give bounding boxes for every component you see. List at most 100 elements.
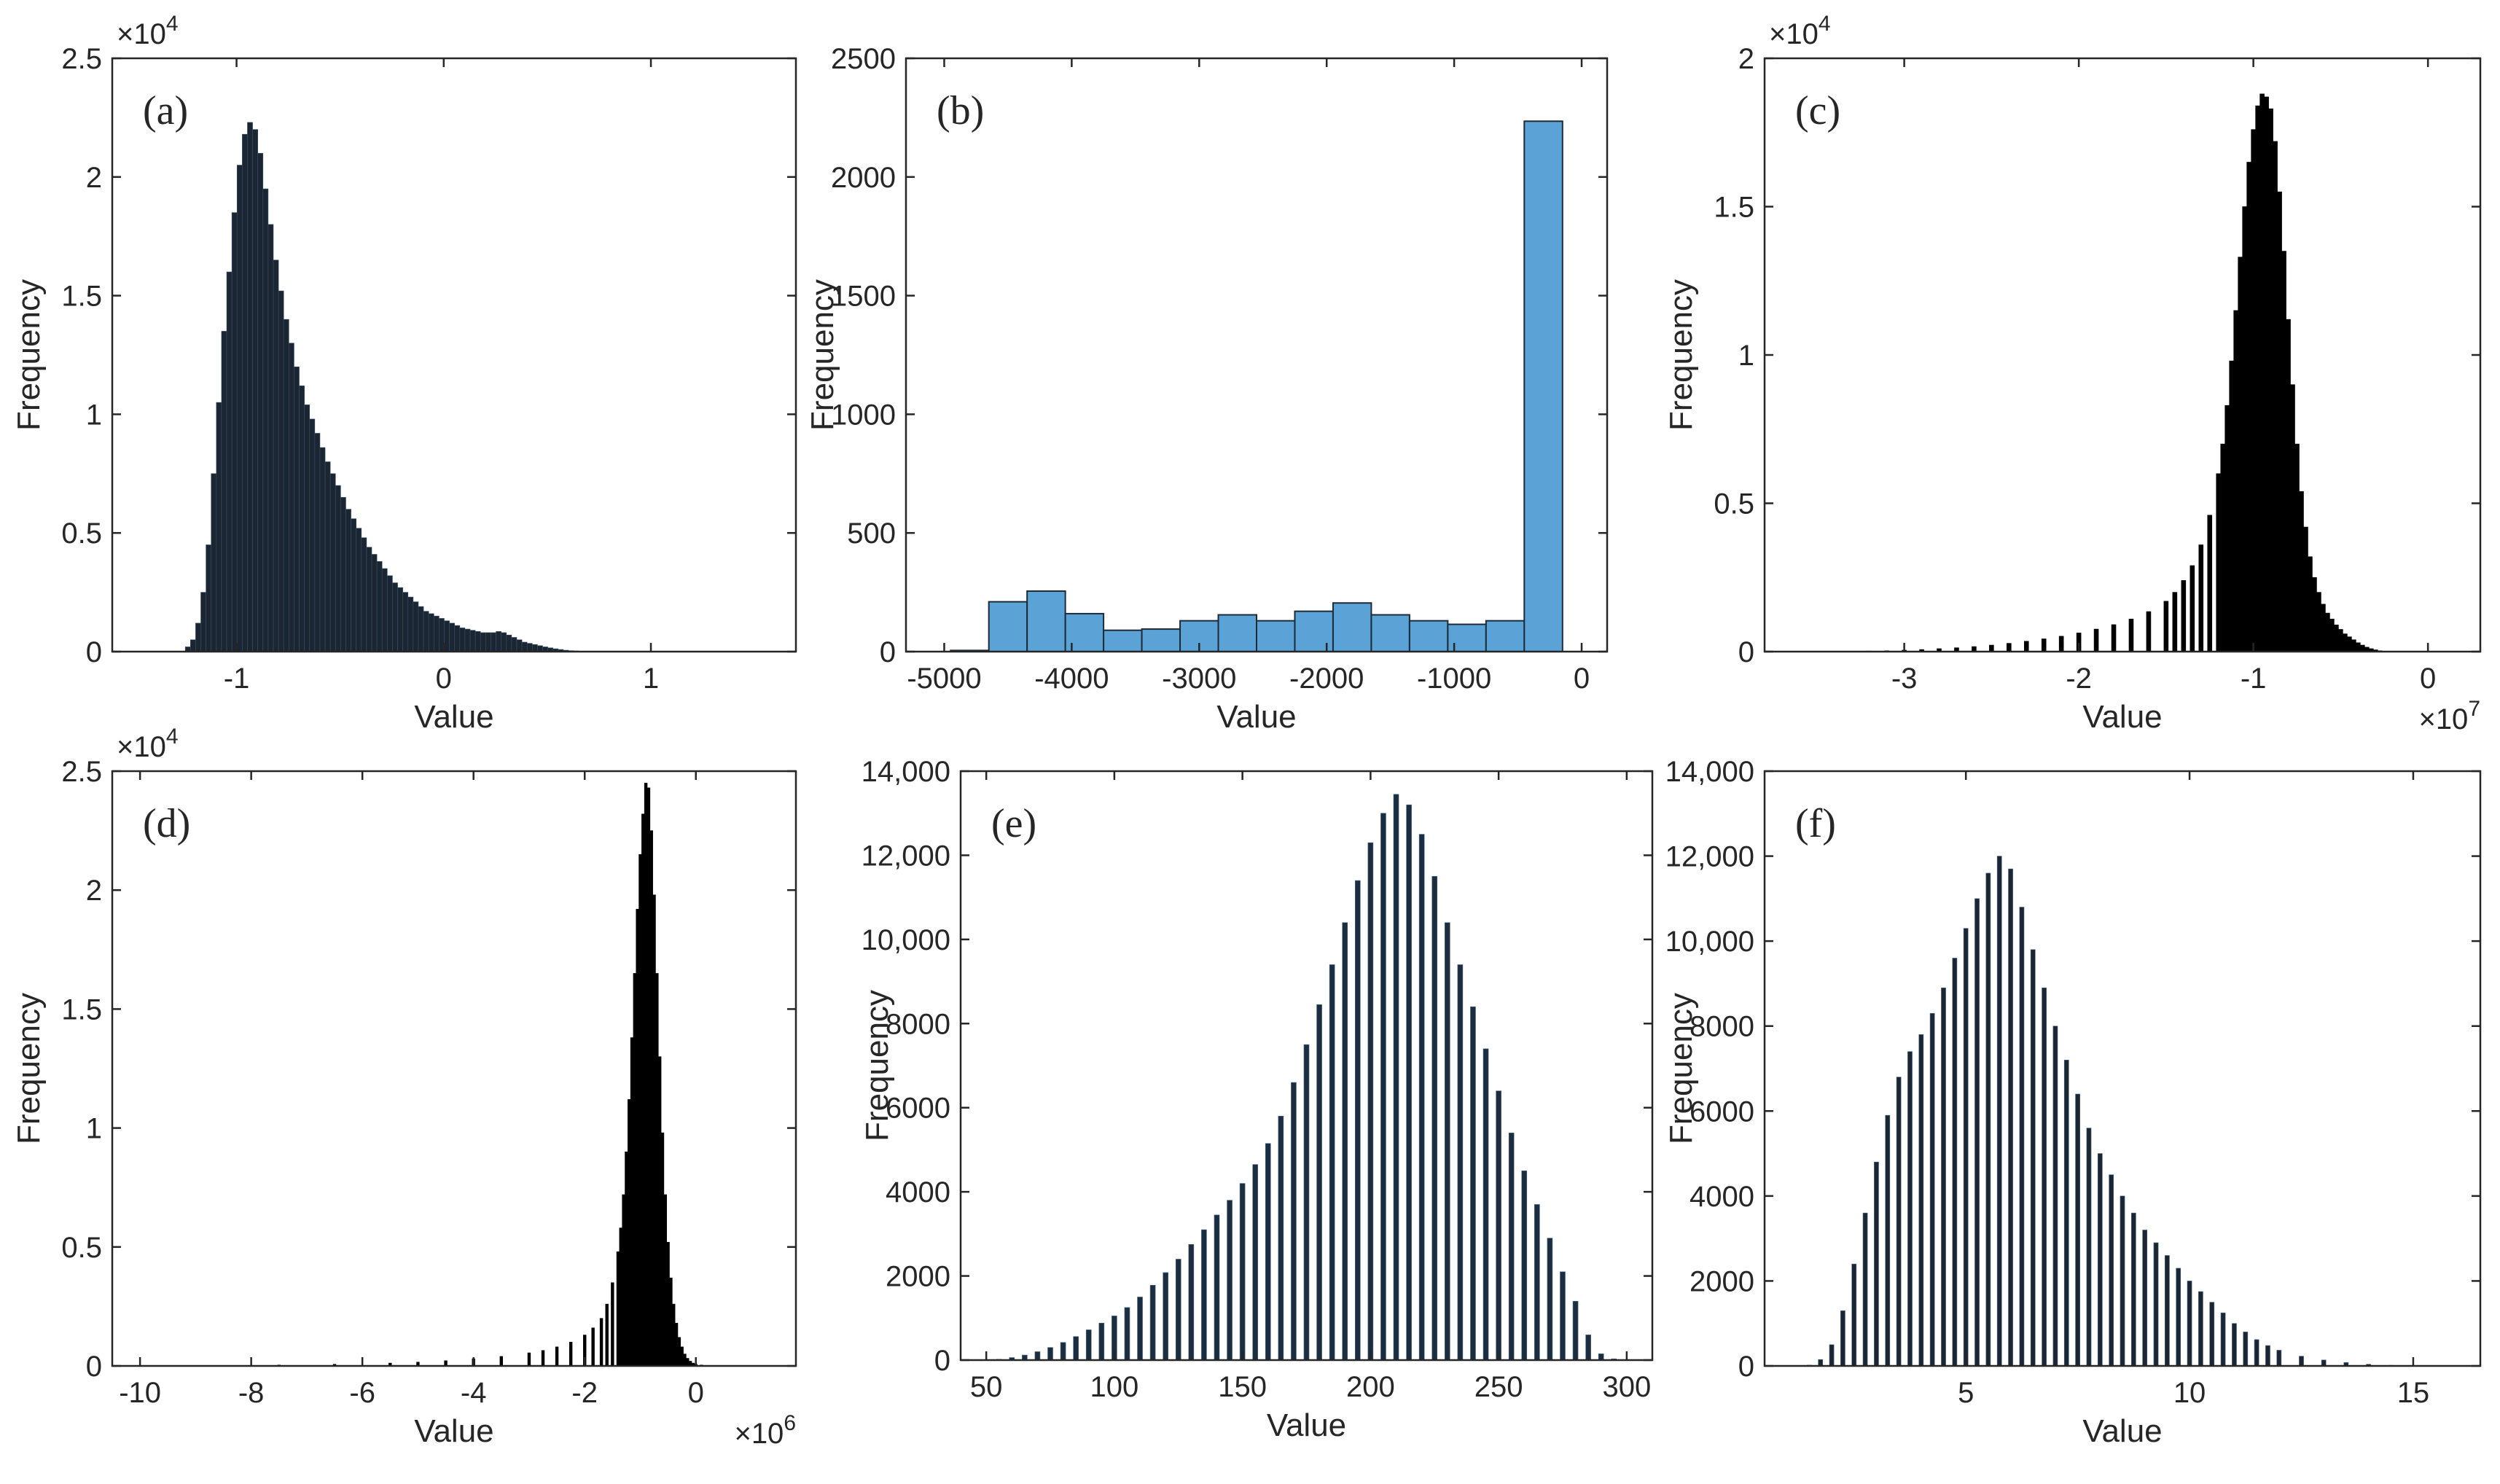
histogram-bar bbox=[216, 402, 222, 652]
y-tick-label: 2 bbox=[86, 875, 102, 907]
y-axis-label: Frequency bbox=[11, 993, 47, 1144]
y-tick-label: 2 bbox=[86, 162, 102, 194]
histogram-bar bbox=[641, 813, 645, 1367]
histogram-bar bbox=[469, 630, 476, 652]
x-tick-label: -1 bbox=[2241, 663, 2267, 695]
histogram-bar bbox=[1918, 1034, 1924, 1367]
histogram-bar bbox=[2259, 93, 2265, 652]
histogram-bar bbox=[1929, 1012, 1935, 1367]
y-tick-label: 1 bbox=[86, 1113, 102, 1145]
x-axis-label: Value bbox=[414, 699, 493, 735]
histogram-panel-3: -3 -2 -1 0 0 0.5 1 1.5 2 Value Frequency ×104 ×107 (c… bbox=[1663, 12, 2482, 735]
histogram-bar bbox=[221, 331, 227, 652]
histogram-bar bbox=[2329, 618, 2335, 652]
histogram-bar bbox=[464, 628, 471, 652]
histogram-bar bbox=[2142, 1230, 2148, 1367]
plot-box bbox=[959, 770, 1654, 1362]
y-tick-label: 12,000 bbox=[1665, 841, 1754, 873]
histogram-bar bbox=[2254, 1339, 2259, 1367]
histogram-bar bbox=[1073, 1336, 1079, 1361]
histogram-bar bbox=[1896, 1077, 1902, 1367]
histogram-bar bbox=[1252, 1164, 1259, 1361]
histogram-bar bbox=[2338, 629, 2343, 652]
x-axis-label: Value bbox=[1216, 699, 1296, 735]
histogram-bar bbox=[1907, 1051, 1913, 1367]
histogram-bar bbox=[428, 613, 434, 652]
histogram-bar bbox=[407, 596, 414, 652]
histogram-bar bbox=[2224, 405, 2230, 652]
histogram-bar bbox=[454, 625, 461, 652]
y-tick-label: 0 bbox=[86, 636, 102, 668]
histogram-bar bbox=[242, 133, 248, 652]
x-axis-label: Value bbox=[414, 1413, 493, 1449]
histogram-bar bbox=[2312, 577, 2317, 652]
histogram-panel-4: -10 -8 -6 -4 -2 0 0 0.5 1 1.5 2 2.5 Value Frequency ×1… bbox=[11, 725, 797, 1450]
histogram-bar bbox=[2172, 592, 2178, 652]
histogram-bar bbox=[680, 1346, 684, 1367]
histogram-bar bbox=[2243, 1332, 2249, 1367]
histogram-bar bbox=[1103, 629, 1143, 652]
histogram-bar bbox=[2207, 515, 2213, 652]
histogram-bar bbox=[1370, 614, 1410, 652]
histogram-bar bbox=[1408, 620, 1449, 652]
histogram-bar bbox=[2165, 1255, 2170, 1367]
y-tick-label: 8000 bbox=[1690, 1011, 1754, 1043]
y-tick-label: 2000 bbox=[831, 162, 896, 194]
histogram-bar bbox=[633, 973, 637, 1367]
y-tick-label: 0 bbox=[1738, 636, 1754, 668]
histogram-bar bbox=[2246, 162, 2251, 652]
histogram-bar bbox=[1470, 1006, 1476, 1361]
histogram-bars bbox=[184, 122, 590, 652]
histogram-bar bbox=[527, 1352, 531, 1367]
y-tick-label: 0 bbox=[86, 1351, 102, 1383]
histogram-bar bbox=[677, 1337, 681, 1367]
histogram-bar bbox=[2229, 360, 2234, 652]
histogram-bar bbox=[283, 319, 289, 652]
histogram-bar bbox=[663, 1194, 667, 1367]
histogram-bar bbox=[299, 386, 305, 652]
histogram-bar bbox=[2198, 1291, 2203, 1367]
histogram-bar bbox=[319, 447, 326, 652]
x-tick-label: -5000 bbox=[907, 663, 981, 695]
panel-label: (d) bbox=[143, 801, 190, 846]
x-axis-label: Value bbox=[1267, 1407, 1346, 1443]
histogram-bar bbox=[669, 1277, 673, 1367]
x-tick-label: 300 bbox=[1602, 1371, 1651, 1403]
y-tick-label: 0 bbox=[1738, 1351, 1754, 1383]
histogram-bar bbox=[2146, 611, 2152, 652]
histogram-bar bbox=[1291, 1082, 1297, 1361]
histogram-bar bbox=[2052, 1026, 2058, 1367]
x-tick-label: -10 bbox=[119, 1377, 161, 1409]
histogram-bar bbox=[630, 1037, 634, 1367]
histogram-bar bbox=[2023, 641, 2029, 652]
histogram-bar bbox=[236, 165, 243, 652]
histogram-bar bbox=[1445, 922, 1450, 1361]
x-tick-label: -6 bbox=[349, 1377, 375, 1409]
histogram-bar bbox=[2281, 251, 2286, 652]
histogram-bar bbox=[2343, 633, 2348, 652]
histogram-bar bbox=[2220, 1312, 2226, 1367]
histogram-bar bbox=[2273, 141, 2278, 652]
histogram-bar bbox=[2264, 96, 2269, 652]
x-tick-label: -8 bbox=[238, 1377, 265, 1409]
histogram-bar bbox=[2120, 1195, 2125, 1367]
histogram-bar bbox=[516, 639, 523, 652]
histogram-bar bbox=[1188, 1243, 1195, 1361]
histogram-bar bbox=[1303, 1044, 1310, 1361]
x-tick-label: 100 bbox=[1090, 1371, 1139, 1403]
histogram-bar bbox=[474, 631, 481, 652]
histogram-bar bbox=[655, 973, 659, 1367]
y-tick-label: 0 bbox=[934, 1345, 950, 1377]
panel-label: (a) bbox=[143, 88, 188, 133]
histogram-bar bbox=[2276, 1350, 2282, 1367]
histogram-bar bbox=[1818, 1359, 1824, 1367]
x-tick-label: 15 bbox=[2397, 1377, 2430, 1409]
histogram-bar bbox=[314, 433, 321, 652]
histogram-bar bbox=[2356, 642, 2361, 652]
histogram-bar bbox=[2286, 319, 2291, 652]
histogram-bar bbox=[2111, 624, 2117, 652]
y-axis-label: Frequency bbox=[11, 279, 47, 431]
x-tick-label: -2000 bbox=[1289, 663, 1364, 695]
histogram-bar bbox=[2130, 1212, 2136, 1367]
histogram-bar bbox=[605, 1303, 609, 1367]
